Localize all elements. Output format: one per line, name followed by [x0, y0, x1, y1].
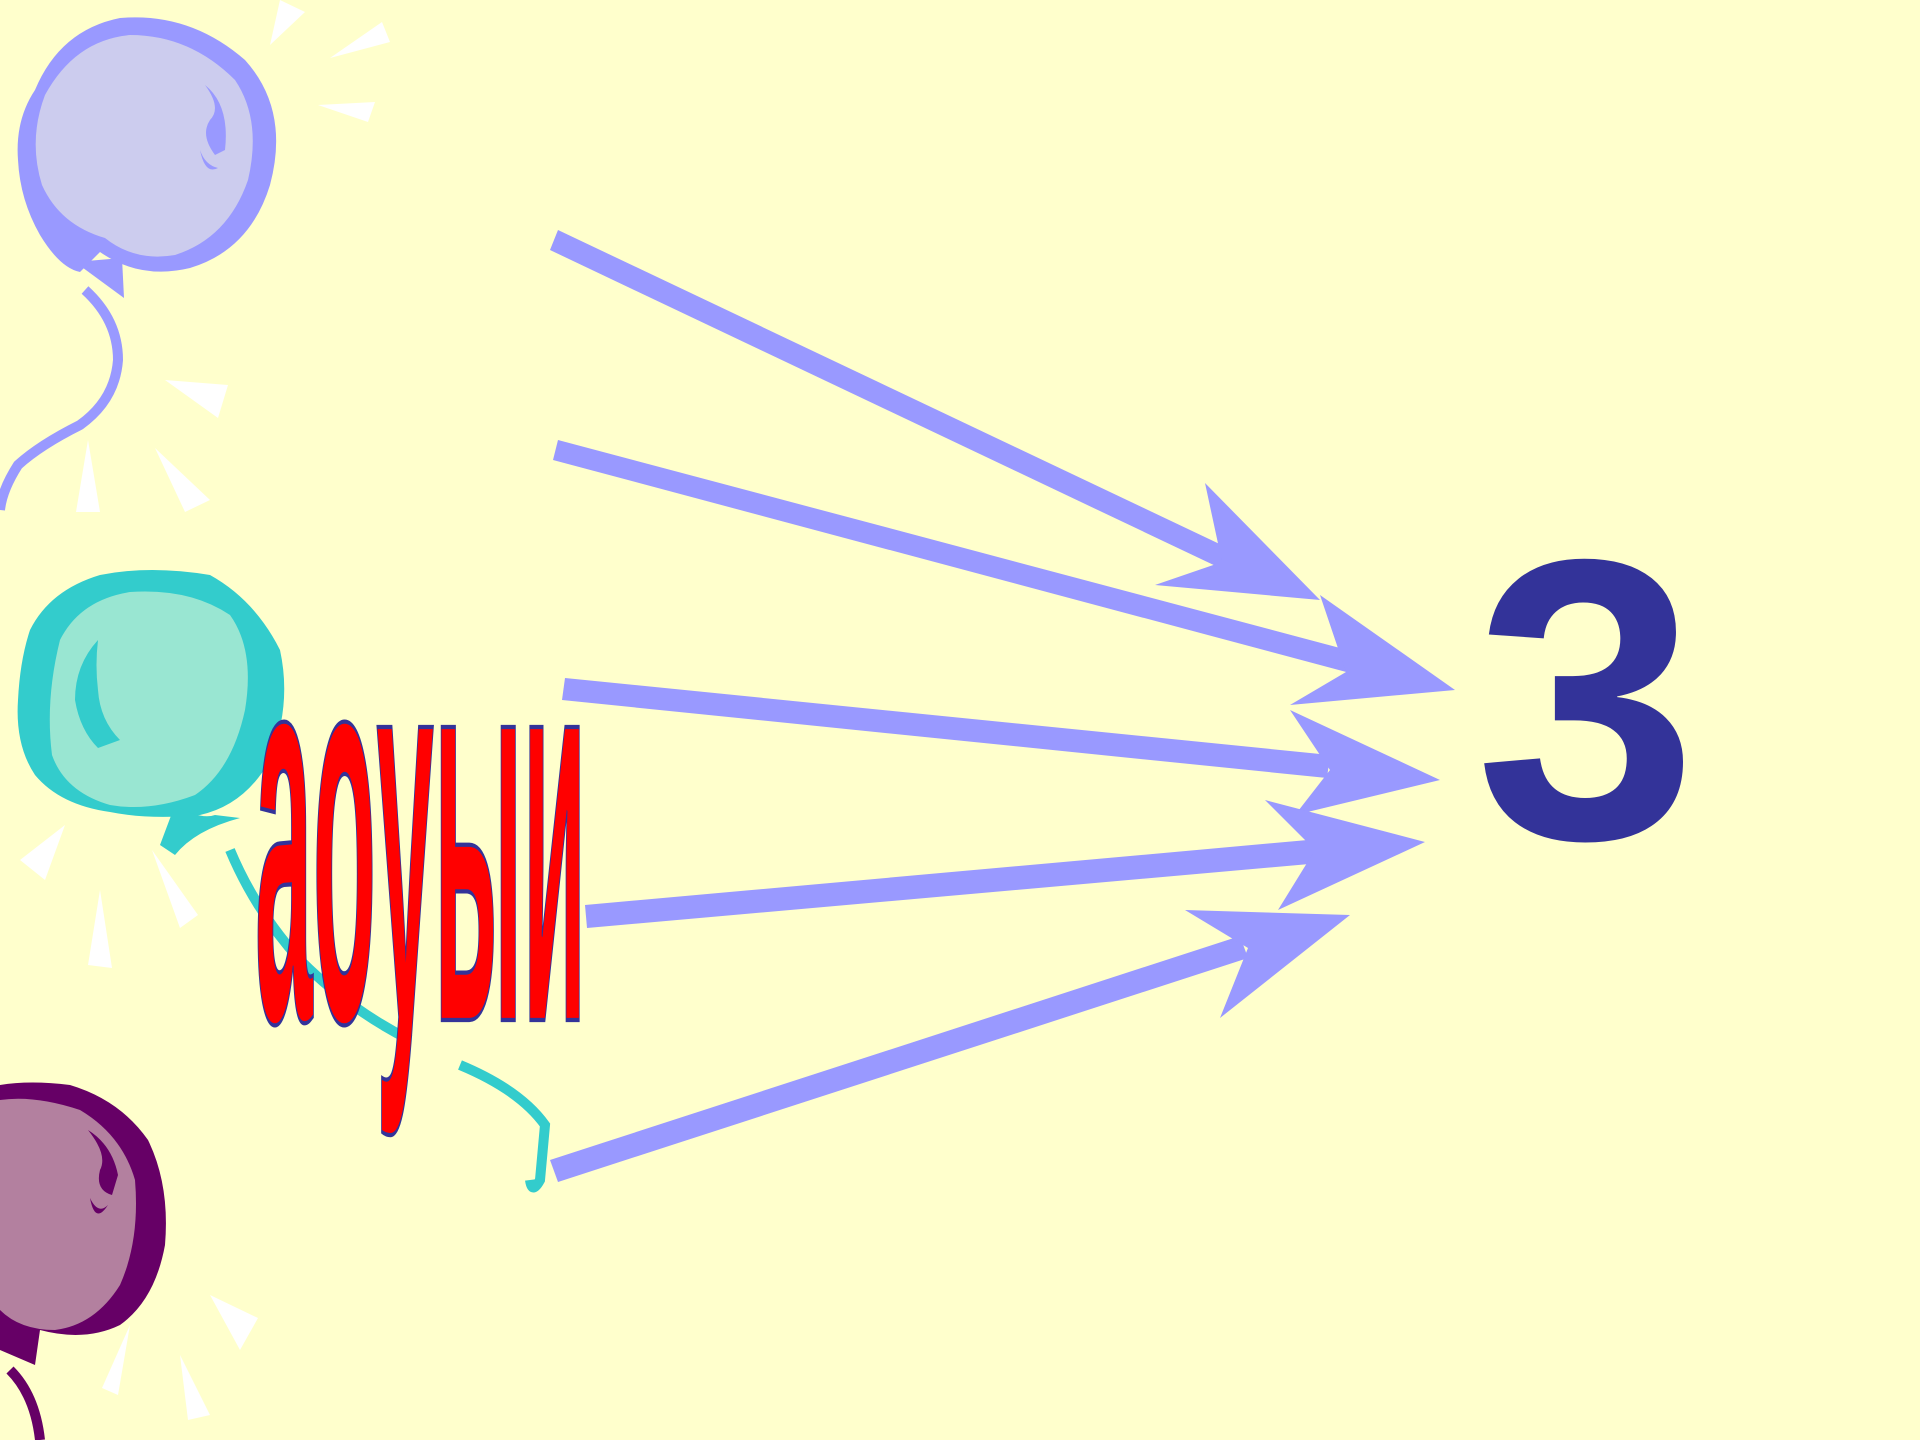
arrow-4-icon — [585, 800, 1425, 928]
balloon-purple-icon — [0, 1082, 258, 1440]
word-art-label: aoyыи — [255, 518, 586, 1141]
arrow-5-icon — [550, 910, 1350, 1182]
result-number: 3 — [1475, 476, 1698, 923]
arrow-group — [550, 230, 1455, 1182]
arrow-2-icon — [553, 440, 1455, 705]
sparkle-icon — [102, 1295, 258, 1420]
balloon-blue-icon — [0, 0, 390, 512]
sparkle-icon — [76, 0, 390, 512]
arrow-3-icon — [562, 678, 1440, 815]
arrow-1-icon — [550, 230, 1320, 600]
balloon-teal-icon — [17, 570, 551, 1193]
sparkle-icon — [20, 825, 198, 968]
